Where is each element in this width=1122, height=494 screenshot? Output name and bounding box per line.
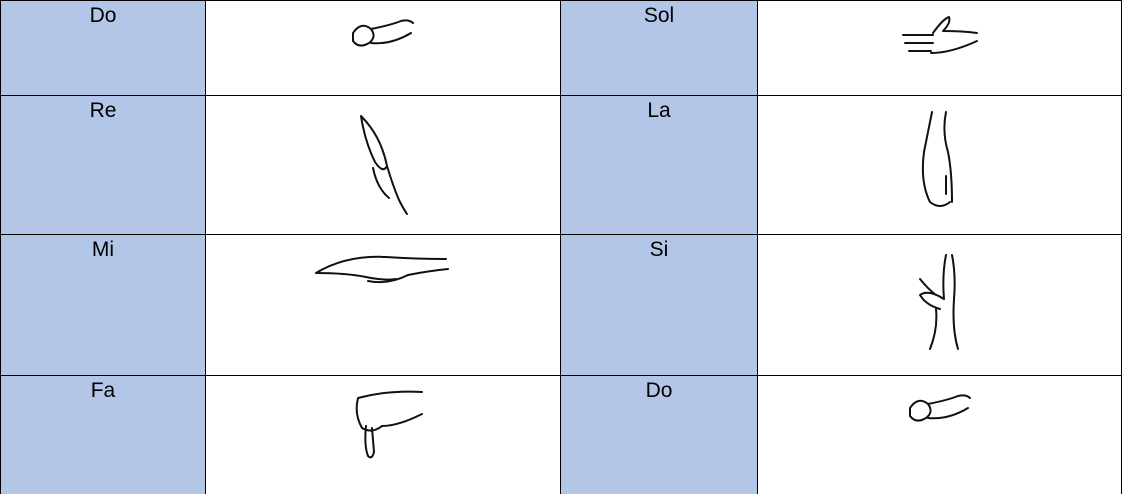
note-cell: La	[560, 95, 758, 235]
note-cell: Sol	[560, 0, 758, 96]
hand-sign-cell	[757, 375, 1122, 494]
note-name: Si	[649, 238, 669, 261]
hand-sign-icon	[901, 16, 978, 54]
note-cell: Do	[0, 0, 206, 96]
note-name: Do	[645, 379, 673, 402]
note-name: La	[647, 99, 671, 122]
table-row: Mi Si	[0, 234, 1122, 376]
note-cell: Fa	[0, 375, 206, 494]
note-name: Fa	[90, 379, 116, 402]
hand-sign-cell	[205, 375, 561, 494]
note-cell: Re	[0, 95, 206, 235]
hand-sign-cell	[205, 0, 561, 96]
note-cell: Si	[560, 234, 758, 376]
note-name: Do	[89, 4, 117, 27]
hand-sign-cell	[757, 0, 1122, 96]
table-row: Re La	[0, 95, 1122, 235]
note-name: Sol	[643, 4, 675, 27]
hand-sign-cell	[757, 95, 1122, 235]
hand-sign-cell	[757, 234, 1122, 376]
note-name: Re	[89, 99, 117, 122]
note-cell: Do	[560, 375, 758, 494]
note-cell: Mi	[0, 234, 206, 376]
table-row: Do Sol	[0, 0, 1122, 96]
note-name: Mi	[91, 238, 115, 261]
hand-sign-icon	[921, 111, 953, 207]
hand-sign-icon	[908, 394, 971, 422]
hand-sign-cell	[205, 95, 561, 235]
hand-sign-icon	[355, 390, 423, 459]
hand-sign-icon	[360, 115, 408, 215]
hand-sign-icon	[315, 255, 449, 284]
table-row: Fa Do	[0, 375, 1122, 494]
hand-sign-cell	[205, 234, 561, 376]
hand-sign-icon	[352, 19, 414, 47]
hand-sign-icon	[918, 254, 959, 350]
